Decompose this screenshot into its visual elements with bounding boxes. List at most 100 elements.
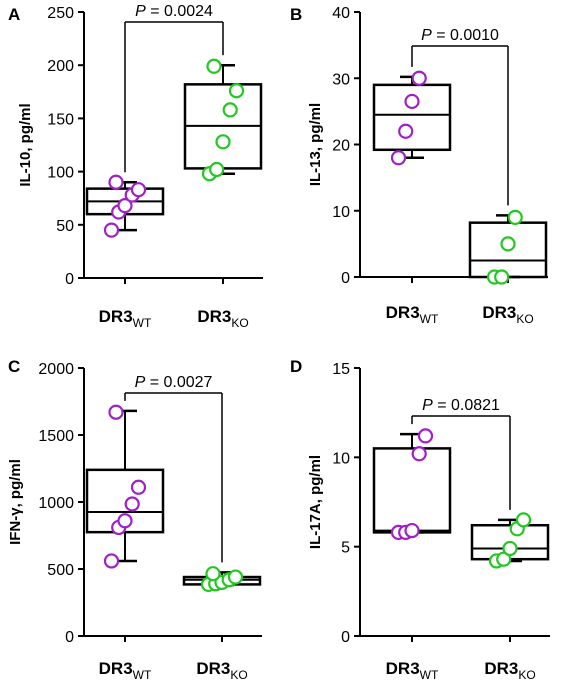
p-value-label: P = 0.0027 xyxy=(135,374,213,391)
p-symbol: P xyxy=(135,3,146,20)
y-tick-label: 500 xyxy=(47,562,74,579)
data-point xyxy=(117,513,133,529)
x-category-label: DR3WT xyxy=(386,659,439,680)
category-main: DR3 xyxy=(197,307,231,326)
panel-letter: B xyxy=(290,5,302,24)
p-value: = 0.0010 xyxy=(432,27,499,44)
data-point xyxy=(108,174,124,190)
p-symbol: P xyxy=(422,397,433,414)
y-tick-label: 10 xyxy=(332,204,350,221)
data-point xyxy=(215,134,231,150)
y-tick-label: 0 xyxy=(65,271,74,288)
box-series-dr3wt xyxy=(372,70,452,166)
data-point xyxy=(515,512,532,528)
p-value: = 0.0027 xyxy=(145,374,212,391)
data-point xyxy=(494,269,510,285)
x-category-label: DR3WT xyxy=(99,659,152,680)
p-symbol: P xyxy=(421,27,432,44)
y-tick-label: 150 xyxy=(47,111,74,128)
data-point xyxy=(206,58,222,74)
panel-letter: C xyxy=(8,357,20,376)
panel-letter: A xyxy=(8,5,20,24)
y-tick-label: 100 xyxy=(47,165,74,182)
data-point xyxy=(404,93,420,110)
box-series-dr3ko xyxy=(468,209,548,285)
panel-letter: D xyxy=(290,357,302,376)
y-axis-title: IL-13, pg/ml xyxy=(307,103,324,186)
y-tick-label: 0 xyxy=(341,629,350,646)
category-main: DR3 xyxy=(386,303,420,322)
category-main: DR3 xyxy=(99,659,133,678)
y-tick-label: 10 xyxy=(332,450,350,467)
y-axis-title: IL-10, pg/ml xyxy=(17,103,34,186)
data-point xyxy=(222,102,238,118)
category-main: DR3 xyxy=(386,659,420,678)
y-tick-label: 5 xyxy=(341,540,350,557)
p-value: = 0.0821 xyxy=(433,397,500,414)
category-subscript: WT xyxy=(133,316,152,330)
data-point xyxy=(390,150,407,166)
box xyxy=(85,468,165,534)
category-main: DR3 xyxy=(196,659,230,678)
y-tick-label: 0 xyxy=(341,270,350,287)
category-main: DR3 xyxy=(99,307,133,326)
y-axis-title: IFN-γ, pg/ml xyxy=(7,459,24,545)
y-tick-label: 250 xyxy=(47,5,74,22)
p-value: = 0.0024 xyxy=(146,3,213,20)
category-subscript: WT xyxy=(420,312,439,326)
p-value-label: P = 0.0010 xyxy=(421,27,499,44)
data-point xyxy=(103,553,120,569)
data-point xyxy=(502,540,518,557)
category-subscript: KO xyxy=(516,312,533,326)
category-main: DR3 xyxy=(482,303,516,322)
y-axis-title: IL-17A, pg/ml xyxy=(307,455,324,549)
category-subscript: KO xyxy=(230,668,247,680)
y-tick-label: 200 xyxy=(47,58,74,75)
box-series-dr3ko xyxy=(470,512,550,569)
category-subscript: KO xyxy=(518,668,535,680)
x-category-label: DR3KO xyxy=(196,659,247,680)
x-category-label: DR3KO xyxy=(484,659,535,680)
data-point xyxy=(209,161,225,178)
x-category-label: DR3WT xyxy=(99,307,152,330)
x-category-label: DR3WT xyxy=(386,303,439,326)
y-tick-label: 40 xyxy=(332,5,350,22)
box-series-dr3wt xyxy=(85,174,165,238)
data-point xyxy=(398,123,414,139)
y-tick-label: 1000 xyxy=(38,495,74,512)
category-subscript: KO xyxy=(231,316,248,330)
data-point xyxy=(507,209,523,225)
data-point xyxy=(500,236,516,252)
data-point xyxy=(205,566,221,582)
data-point xyxy=(404,522,420,539)
data-point xyxy=(227,569,244,585)
box xyxy=(372,83,452,152)
x-category-label: DR3KO xyxy=(482,303,533,326)
box xyxy=(372,447,452,534)
category-main: DR3 xyxy=(484,659,518,678)
data-point xyxy=(108,404,124,420)
y-tick-label: 30 xyxy=(332,71,350,88)
y-tick-label: 20 xyxy=(332,138,350,155)
x-category-label: DR3KO xyxy=(197,307,248,330)
y-tick-label: 2000 xyxy=(38,361,74,378)
p-symbol: P xyxy=(135,374,146,391)
data-point xyxy=(411,446,427,462)
data-point xyxy=(130,182,147,198)
box-series-dr3ko xyxy=(183,58,263,182)
significance-bracket: P = 0.0027 xyxy=(124,374,223,563)
category-subscript: WT xyxy=(420,668,439,680)
category-subscript: WT xyxy=(133,668,152,680)
data-point xyxy=(417,428,434,444)
data-point xyxy=(103,222,120,238)
significance-bracket: P = 0.0024 xyxy=(124,3,224,173)
data-point xyxy=(130,479,147,495)
y-tick-label: 1500 xyxy=(38,428,74,445)
significance-bracket: P = 0.0821 xyxy=(411,397,511,510)
data-point xyxy=(228,83,245,99)
